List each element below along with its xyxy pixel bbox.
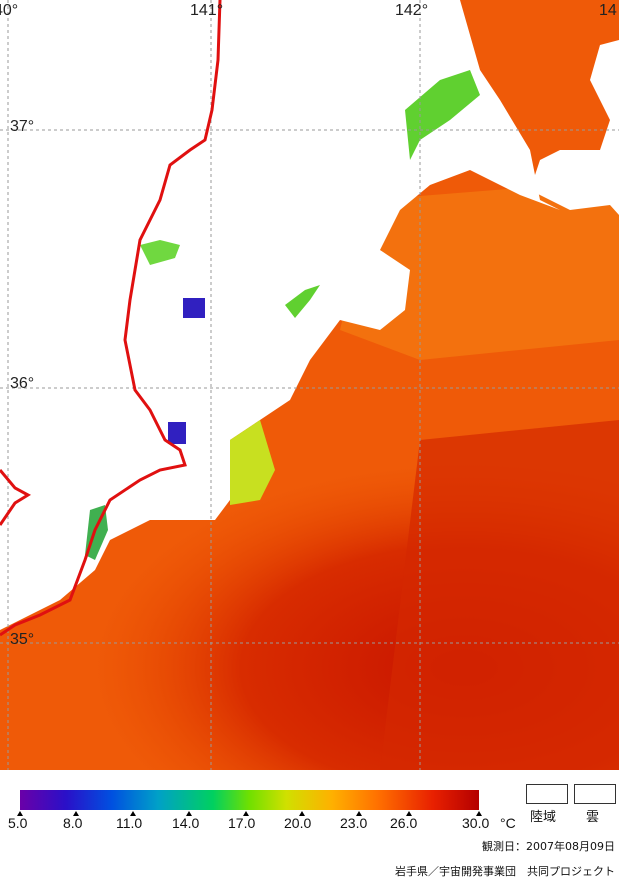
longitude-label: 141° bbox=[190, 2, 224, 19]
temperature-color-bar bbox=[20, 790, 479, 810]
legend-tick-label: 30.0 bbox=[462, 815, 490, 831]
latitude-label: 37° bbox=[10, 118, 35, 135]
legend-tick-mark bbox=[476, 811, 482, 816]
legend-tick-mark bbox=[186, 811, 192, 816]
graticule bbox=[0, 0, 619, 770]
warm-current-core bbox=[380, 420, 619, 770]
latitude-label: 35° bbox=[10, 631, 35, 648]
legend-tick-mark bbox=[73, 811, 79, 816]
cool-patch-coast bbox=[230, 420, 275, 505]
legend-tick-mark bbox=[243, 811, 249, 816]
legend-tick-mark bbox=[17, 811, 23, 816]
coastline bbox=[0, 0, 222, 637]
latitude-label: 36° bbox=[10, 375, 35, 392]
credit-line: 岩手県／宇宙開発事業団 共同プロジェクト bbox=[395, 865, 615, 878]
cool-patch-inland bbox=[140, 240, 180, 265]
cool-patch-north bbox=[405, 70, 480, 160]
land-key-swatch bbox=[526, 784, 568, 804]
legend-tick-label: 26.0 bbox=[390, 815, 418, 831]
legend-tick-label: 8.0 bbox=[63, 815, 83, 831]
legend-tick-label: 5.0 bbox=[8, 815, 28, 831]
longitude-label: 40° bbox=[0, 2, 19, 19]
observation-date: 観測日：2007年08月09日 bbox=[482, 840, 615, 853]
legend-tick-mark bbox=[406, 811, 412, 816]
land-key-label: 陸域 bbox=[530, 810, 557, 825]
cool-shelf-water bbox=[340, 180, 619, 360]
cool-patch-mid bbox=[285, 285, 320, 318]
legend-tick-label: 23.0 bbox=[340, 815, 368, 831]
longitude-label: 14 bbox=[599, 2, 617, 19]
cold-patch-inland bbox=[183, 298, 205, 318]
legend-tick-mark bbox=[356, 811, 362, 816]
legend-tick-mark bbox=[130, 811, 136, 816]
cloud-mask-ne bbox=[0, 0, 619, 215]
legend-tick-label: 14.0 bbox=[172, 815, 200, 831]
sst-map: 40° 141° 142° 14 37° 36° 35° bbox=[0, 0, 619, 770]
map-canvas bbox=[0, 0, 619, 770]
legend-tick-mark bbox=[299, 811, 305, 816]
legend-tick-label: 17.0 bbox=[228, 815, 256, 831]
cloud-key-label: 雲 bbox=[586, 810, 600, 825]
cold-patch-bay bbox=[168, 422, 186, 444]
legend-tick-label: 20.0 bbox=[284, 815, 312, 831]
coastline-peninsula bbox=[0, 469, 32, 526]
legend-unit: °C bbox=[500, 815, 516, 831]
cloud-key-swatch bbox=[574, 784, 616, 804]
legend-tick-label: 11.0 bbox=[116, 815, 143, 831]
longitude-label: 142° bbox=[395, 2, 429, 19]
